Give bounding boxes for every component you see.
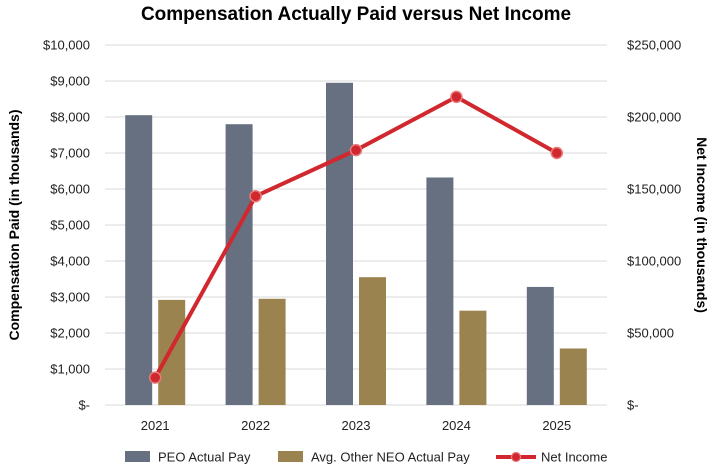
- chart-title: Compensation Actually Paid versus Net In…: [141, 4, 571, 25]
- y2-tick-label: $100,000: [627, 254, 681, 269]
- legend-label: PEO Actual Pay: [158, 450, 251, 465]
- peo-actual-pay-bar: [526, 286, 554, 405]
- y-axis-title: Compensation Paid (in thousands): [6, 109, 22, 340]
- y-tick-label: $2,000: [50, 326, 90, 341]
- legend-swatch: [278, 451, 303, 462]
- net-income-point: [249, 189, 262, 203]
- y2-tick-label: $150,000: [627, 182, 681, 197]
- x-tick-label: 2025: [542, 418, 571, 433]
- avg-other-neo-actual-pay-bar: [258, 298, 286, 405]
- legend: PEO Actual Pay Avg. Other NEO Actual Pay N…: [125, 450, 607, 465]
- y-tick-label: $7,000: [50, 146, 90, 161]
- y2-axis-title: Net Income (in thousands): [694, 137, 710, 313]
- bar-series: [125, 82, 587, 406]
- avg-other-neo-actual-pay-bar: [359, 277, 386, 405]
- net-income-point: [148, 371, 162, 384]
- x-tick-label: 2021: [141, 418, 170, 433]
- legend-label: Net Income: [541, 450, 607, 465]
- avg-other-neo-actual-pay-bar: [158, 299, 186, 405]
- legend-marker: [510, 451, 522, 463]
- y2-tick-label: $250,000: [627, 38, 681, 53]
- legend-swatch: [125, 451, 150, 462]
- y-tick-label: $5,000: [50, 218, 90, 233]
- y-tick-label: $4,000: [50, 254, 90, 269]
- avg-other-neo-actual-pay-bar: [559, 348, 587, 405]
- y2-tick-label: $-: [627, 398, 639, 413]
- y-tick-label: $10,000: [43, 38, 90, 53]
- peo-actual-pay-bar: [426, 177, 454, 405]
- x-tick-label: 2023: [342, 418, 371, 433]
- y2-tick-label: $50,000: [627, 326, 674, 341]
- peo-actual-pay-bar: [326, 82, 353, 406]
- y-tick-label: $6,000: [50, 182, 90, 197]
- y-tick-label: $8,000: [50, 110, 90, 125]
- line-series: [148, 90, 564, 384]
- legend-label: Avg. Other NEO Actual Pay: [311, 450, 470, 465]
- y-tick-label: $1,000: [50, 362, 90, 377]
- x-tick-label: 2022: [241, 418, 270, 433]
- net-income-point: [550, 146, 564, 160]
- y-tick-label: $9,000: [50, 74, 90, 89]
- y2-tick-label: $200,000: [627, 110, 681, 125]
- y-tick-label: $3,000: [50, 290, 90, 305]
- peo-actual-pay-bar: [125, 115, 153, 405]
- x-tick-label: 2024: [442, 418, 471, 433]
- avg-other-neo-actual-pay-bar: [459, 310, 487, 405]
- net-income-line: [153, 94, 558, 379]
- gridlines: [105, 44, 607, 406]
- net-income-point: [349, 143, 363, 157]
- peo-actual-pay-bar: [225, 124, 253, 405]
- axis-labels: $- $1,000 $2,000 $3,000 $4,000 $5,000 $6,000 $7…: [43, 38, 681, 434]
- y-tick-label: $-: [78, 398, 90, 413]
- net-income-point: [450, 90, 463, 104]
